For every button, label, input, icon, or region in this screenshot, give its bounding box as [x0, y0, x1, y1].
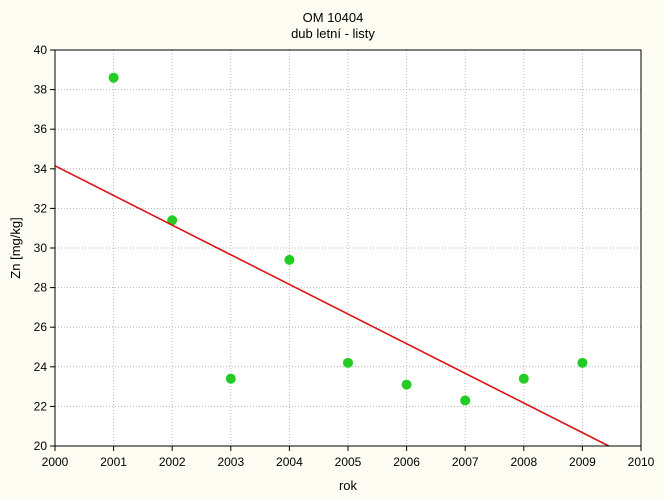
x-tick-label: 2001: [100, 455, 127, 469]
data-point: [284, 254, 295, 265]
chart-subtitle: dub letní - listy: [291, 26, 375, 41]
x-tick-label: 2007: [452, 455, 479, 469]
plot-frame: [54, 49, 642, 447]
y-tick-label: 30: [34, 241, 48, 255]
y-tick-label: 24: [34, 360, 48, 374]
x-tick-label: 2004: [276, 455, 303, 469]
y-tick-label: 20: [34, 439, 48, 453]
x-tick-label: 2009: [569, 455, 596, 469]
x-tick-label: 2000: [42, 455, 69, 469]
data-point: [167, 215, 178, 226]
data-point: [518, 373, 529, 384]
data-point: [577, 357, 588, 368]
y-tick-label: 28: [34, 281, 48, 295]
data-point: [343, 357, 353, 368]
data-point: [108, 72, 119, 83]
x-tick-label: 2002: [159, 455, 186, 469]
data-point: [460, 395, 471, 406]
data-point: [401, 379, 412, 390]
chart-title: OM 10404: [303, 10, 364, 25]
data-point: [225, 373, 236, 384]
x-axis-label: rok: [339, 478, 358, 493]
x-tick-label: 2003: [217, 455, 244, 469]
y-axis-label: Zn [mg/kg]: [8, 217, 23, 278]
series-layer: [54, 72, 610, 447]
y-tick-label: 36: [34, 122, 48, 136]
x-tick-label: 2005: [335, 455, 362, 469]
x-tick-label: 2010: [628, 455, 655, 469]
y-tick-label: 38: [34, 83, 48, 97]
y-tick-label: 40: [34, 43, 48, 57]
x-tick-label: 2008: [510, 455, 537, 469]
trend-line: [54, 165, 610, 447]
x-tick-label: 2006: [393, 455, 420, 469]
y-tick-label: 32: [34, 201, 48, 215]
y-tick-label: 34: [34, 162, 48, 176]
axis-ticks: 2000 2001 2002 2003 2004 2005 2006 2007 2008 2009…: [34, 43, 655, 469]
y-tick-label: 22: [34, 399, 48, 413]
y-tick-label: 26: [34, 320, 48, 334]
